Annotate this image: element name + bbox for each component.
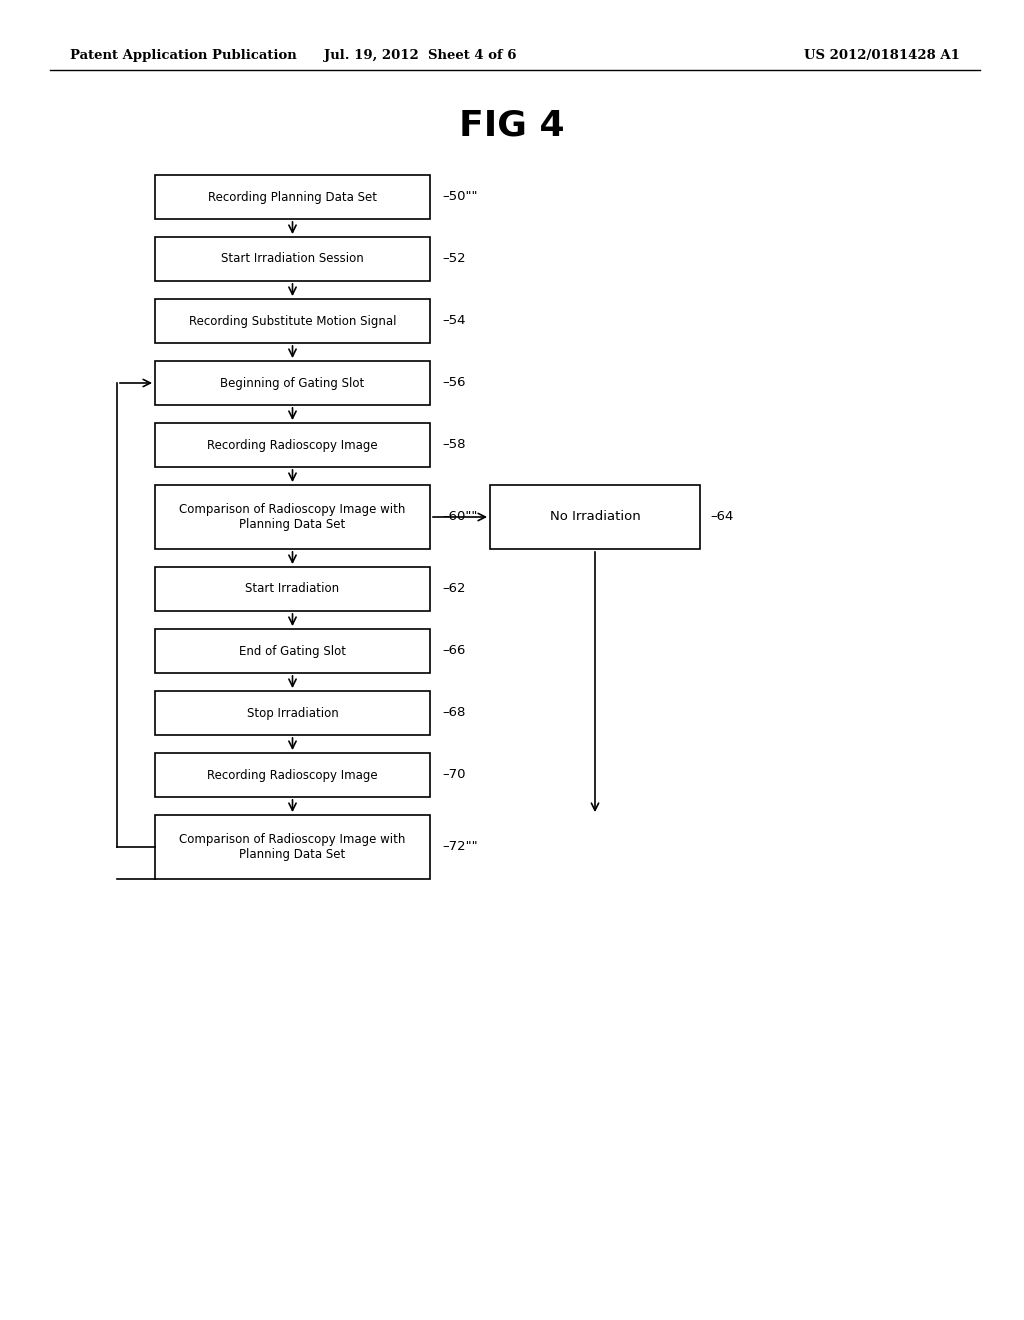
Bar <box>155 176 430 219</box>
Text: Jul. 19, 2012  Sheet 4 of 6: Jul. 19, 2012 Sheet 4 of 6 <box>324 49 516 62</box>
Text: –70: –70 <box>442 768 466 781</box>
Text: –54: –54 <box>442 314 466 327</box>
Text: –56: –56 <box>442 376 466 389</box>
Text: Recording Radioscopy Image: Recording Radioscopy Image <box>207 768 378 781</box>
Text: End of Gating Slot: End of Gating Slot <box>239 644 346 657</box>
Text: US 2012/0181428 A1: US 2012/0181428 A1 <box>804 49 961 62</box>
Bar <box>155 238 430 281</box>
Text: –72"": –72"" <box>442 841 477 854</box>
Text: Comparison of Radioscopy Image with
Planning Data Set: Comparison of Radioscopy Image with Plan… <box>179 833 406 861</box>
Text: Patent Application Publication: Patent Application Publication <box>70 49 297 62</box>
Text: –68: –68 <box>442 706 465 719</box>
Bar <box>155 300 430 343</box>
Text: –60"": –60"" <box>442 511 477 524</box>
Bar <box>155 360 430 405</box>
Text: –58: –58 <box>442 438 466 451</box>
Text: –50"": –50"" <box>442 190 477 203</box>
Text: Stop Irradiation: Stop Irradiation <box>247 706 338 719</box>
Text: –66: –66 <box>442 644 465 657</box>
Text: Start Irradiation: Start Irradiation <box>246 582 340 595</box>
Text: Recording Planning Data Set: Recording Planning Data Set <box>208 190 377 203</box>
Bar <box>155 422 430 467</box>
Text: –52: –52 <box>442 252 466 265</box>
Bar <box>155 690 430 735</box>
Text: –64: –64 <box>710 511 733 524</box>
Bar <box>155 630 430 673</box>
Text: Beginning of Gating Slot: Beginning of Gating Slot <box>220 376 365 389</box>
Bar <box>490 484 700 549</box>
Text: No Irradiation: No Irradiation <box>550 511 640 524</box>
Text: Recording Substitute Motion Signal: Recording Substitute Motion Signal <box>188 314 396 327</box>
Bar <box>155 484 430 549</box>
Text: FIG 4: FIG 4 <box>459 108 565 143</box>
Text: –62: –62 <box>442 582 466 595</box>
Text: Recording Radioscopy Image: Recording Radioscopy Image <box>207 438 378 451</box>
Text: Comparison of Radioscopy Image with
Planning Data Set: Comparison of Radioscopy Image with Plan… <box>179 503 406 531</box>
Text: Start Irradiation Session: Start Irradiation Session <box>221 252 364 265</box>
Bar <box>155 568 430 611</box>
Bar <box>155 814 430 879</box>
Bar <box>155 752 430 797</box>
